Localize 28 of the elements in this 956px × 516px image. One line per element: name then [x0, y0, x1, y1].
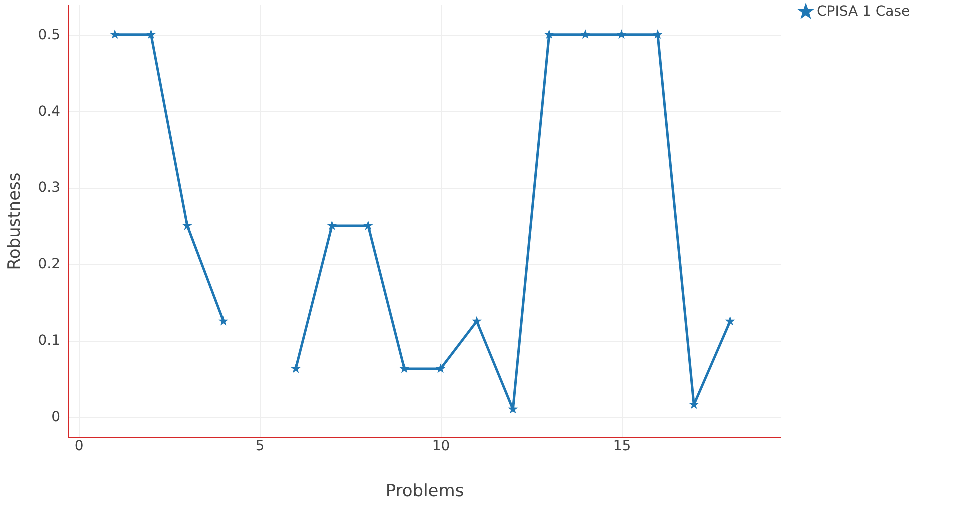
- y-tick-label: 0.5: [38, 27, 60, 44]
- x-tick-label: 10: [432, 438, 450, 454]
- y-axis-title: Robustness: [5, 172, 26, 270]
- point: [363, 220, 374, 230]
- point: [218, 316, 229, 326]
- point: [327, 220, 338, 230]
- point: [110, 30, 120, 40]
- point: [400, 364, 410, 374]
- x-tick-label: 0: [74, 438, 84, 454]
- point: [652, 30, 663, 40]
- y-tick-label: 0: [52, 410, 60, 426]
- legend-label: CPISA 1 Case: [817, 4, 910, 20]
- point: [544, 30, 554, 40]
- x-tick-label: 5: [256, 438, 265, 454]
- point: [436, 364, 446, 374]
- y-tick-label: 0.1: [38, 333, 60, 350]
- x-tick-label: 15: [613, 438, 632, 454]
- point: [182, 220, 192, 230]
- y-tick-label: 0.2: [38, 256, 60, 273]
- point: [472, 316, 482, 326]
- point: [616, 30, 627, 40]
- y-tick-label: 0.3: [38, 180, 60, 196]
- x-axis-title: Problems: [386, 482, 464, 502]
- point: [580, 30, 591, 40]
- y-tick-label: 0.4: [38, 104, 61, 120]
- point: [146, 30, 156, 40]
- point: [725, 316, 736, 326]
- point: [291, 364, 301, 374]
